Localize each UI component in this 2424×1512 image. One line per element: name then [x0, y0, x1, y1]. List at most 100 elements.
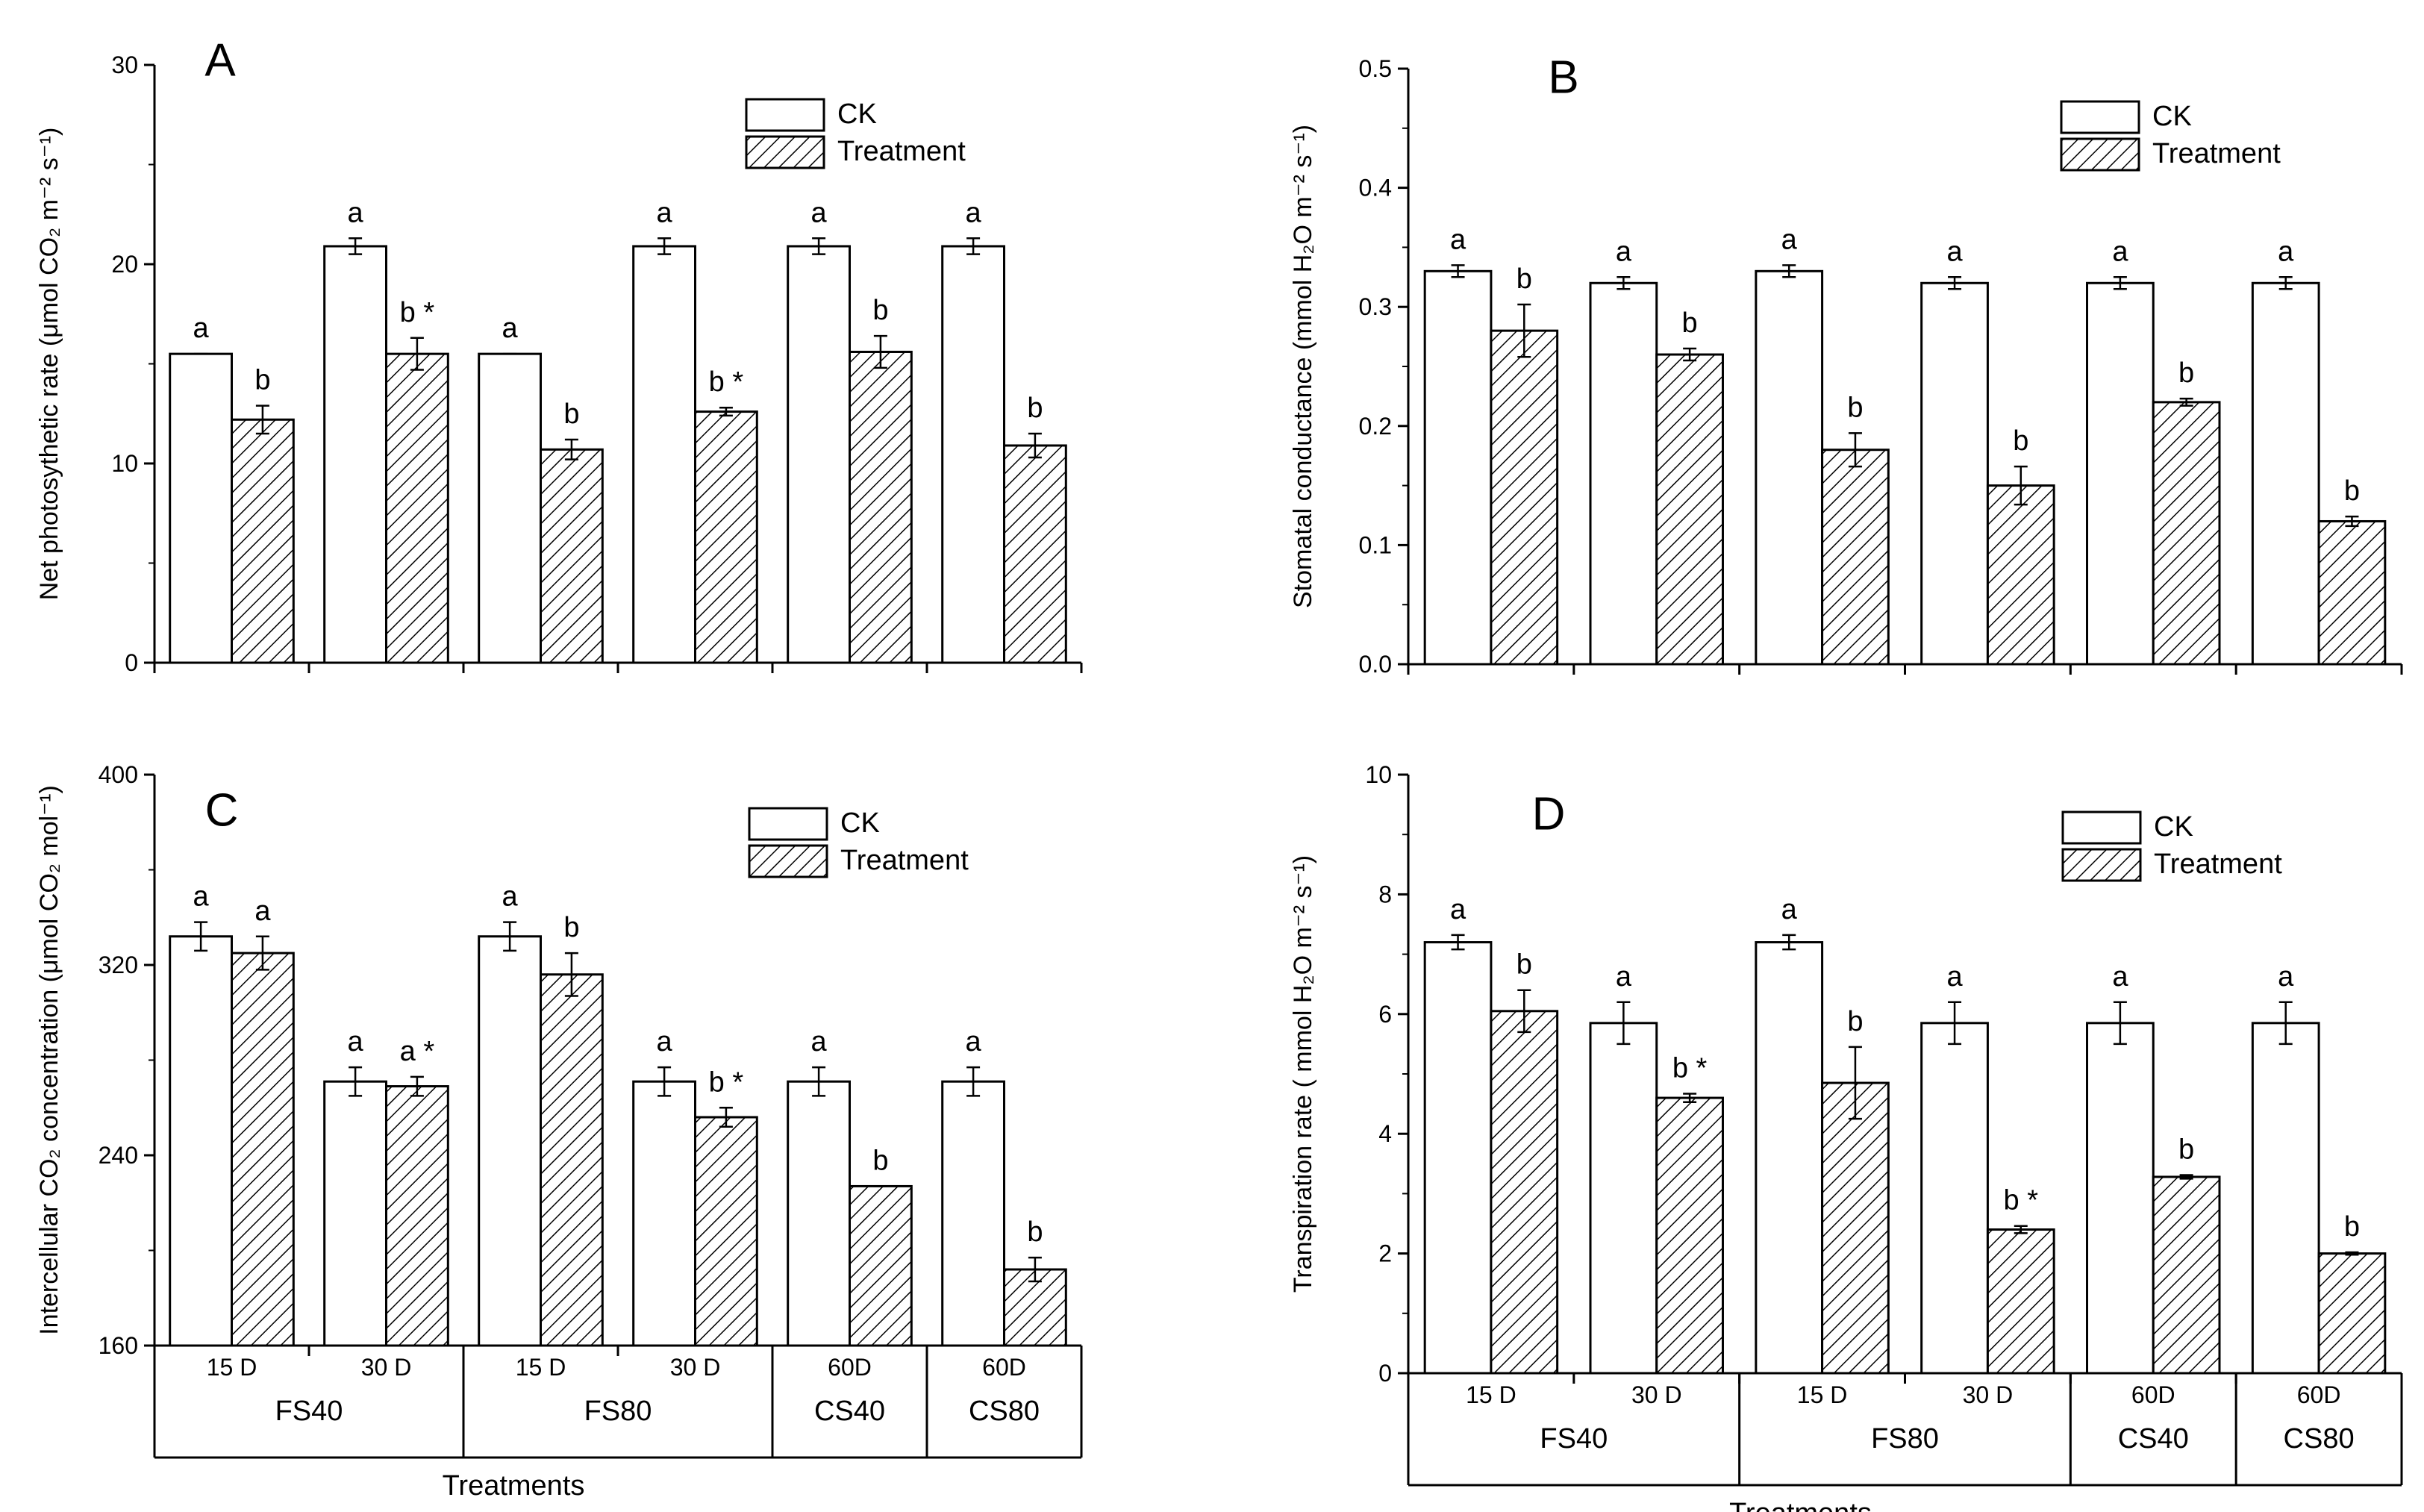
ck-bar [1755, 941, 1824, 1375]
panel-b: Ba a a a a a b b b b b b 0.0 0.1 0.2 0.3 0.4 0.5 Stomatal … [1289, 51, 2403, 678]
ck-bar [787, 1080, 851, 1347]
significance-label: b [872, 295, 888, 326]
treatment-table: 15 D 30 D 15 D 30 D 60D 60D FS40 FS80 CS40 CS80 Tr… [153, 1346, 1083, 1502]
significance-label: a [193, 313, 210, 344]
significance-label: a [1781, 894, 1798, 925]
treatment-bar [2317, 1252, 2387, 1375]
significance-label: b [1027, 393, 1043, 424]
significance-label: b [254, 365, 270, 396]
legend: CK Treatment [748, 807, 969, 878]
y-axis-label: Intercellular CO₂ concentration (μmol CO… [35, 785, 63, 1335]
ck-bar [478, 935, 543, 1347]
x-group-label: CS80 [2284, 1423, 2355, 1455]
significance-label: b [1847, 1006, 1863, 1037]
y-axis-label: Stomatal conductance (mmol H₂O m⁻² s⁻¹) [1289, 125, 1317, 608]
significance-label: b * [709, 366, 744, 398]
significance-label: a [1946, 961, 1963, 993]
ck-bar [478, 352, 543, 664]
x-sub-label: 30 D [1963, 1381, 2014, 1408]
ck-bar [323, 1080, 388, 1347]
y-tick-label: 6 [1378, 1001, 1392, 1028]
treatment-bar [1490, 1010, 1559, 1375]
significance-label: b [2178, 357, 2194, 389]
significance-label: b * [2004, 1185, 2039, 1216]
treatment-bar [1986, 1228, 2055, 1375]
significance-label: a [1946, 236, 1963, 267]
legend: CK Treatment [2061, 810, 2282, 882]
significance-label: b [2013, 425, 2028, 457]
significance-label: b [2344, 475, 2360, 507]
legend-ck-label: CK [837, 99, 877, 130]
ck-bar [941, 1080, 1005, 1347]
panel-d: Da a a a a a b b * b b * b b 0 2 4 6 8 10 Transpiration ra… [1289, 761, 2403, 1512]
significance-label: b [1847, 392, 1863, 423]
y-tick-label: 0.5 [1359, 55, 1392, 82]
x-axis-title: Treatments [443, 1470, 585, 1502]
x-sub-label: 30 D [361, 1354, 412, 1381]
significance-label: b * [709, 1066, 744, 1098]
treatment-bar [694, 410, 758, 664]
treatment-bar [385, 1085, 449, 1347]
legend-ck-swatch [2061, 810, 2142, 845]
legend: CK Treatment [2060, 100, 2281, 172]
legend-ck-swatch [2060, 100, 2140, 134]
y-tick-label: 160 [99, 1332, 138, 1359]
x-sub-label: 60D [828, 1354, 872, 1381]
legend-ck-swatch [745, 98, 825, 132]
y-tick-label: 20 [111, 251, 138, 278]
treatment-bar [2152, 1175, 2221, 1375]
significance-label: b [1516, 263, 1532, 295]
y-tick-label: 30 [111, 51, 138, 78]
treatment-bar [1655, 1096, 1724, 1375]
y-tick-label: 0.3 [1359, 293, 1392, 320]
treatment-bar [1821, 449, 1890, 666]
ck-bar [169, 352, 233, 664]
significance-label: a [348, 197, 364, 228]
legend-ck-label: CK [2152, 101, 2192, 132]
significance-label: a [811, 1026, 828, 1058]
significance-label: a [657, 197, 673, 228]
treatment-bar [849, 1184, 913, 1347]
significance-label: b [1516, 949, 1532, 981]
legend-treatment-swatch [2061, 848, 2142, 882]
legend-ck-label: CK [2154, 811, 2193, 843]
panel-letter-a: A [204, 34, 236, 86]
ck-bar [1755, 269, 1824, 666]
panel-letter-c: C [205, 784, 239, 836]
significance-label: b [2178, 1134, 2194, 1166]
x-sub-label: 15 D [1466, 1381, 1516, 1408]
legend-ck-label: CK [840, 807, 880, 839]
treatment-bar [849, 350, 913, 664]
significance-label: a [2278, 961, 2294, 993]
significance-label: a [1781, 224, 1798, 255]
ck-bar [2086, 1022, 2155, 1375]
significance-label: b [563, 912, 579, 943]
y-tick-label: 4 [1378, 1120, 1392, 1147]
y-tick-label: 0 [1378, 1360, 1392, 1387]
significance-label: a [2278, 236, 2294, 267]
y-tick-label: 0.2 [1359, 413, 1392, 440]
x-group-label: CS80 [969, 1396, 1040, 1427]
legend-treatment-label: Treatment [840, 845, 969, 876]
treatment-bar [540, 973, 604, 1347]
x-group-label: CS40 [814, 1396, 885, 1427]
treatment-bar [1986, 484, 2055, 666]
significance-label: a * [400, 1036, 435, 1067]
x-sub-label: 60D [2297, 1381, 2341, 1408]
significance-label: a [2112, 236, 2128, 267]
legend-treatment-swatch [2060, 137, 2140, 172]
y-tick-label: 8 [1378, 881, 1392, 907]
x-group-label: CS40 [2118, 1423, 2189, 1455]
significance-label: a [657, 1026, 673, 1058]
significance-label: a [1616, 961, 1632, 993]
y-axis-label: Net photosythetic rate (μmol CO₂ m⁻² s⁻¹… [35, 128, 63, 601]
significance-label: b [1027, 1216, 1043, 1248]
significance-label: a [502, 313, 519, 344]
ck-bar [323, 245, 388, 664]
y-tick-label: 240 [99, 1142, 138, 1169]
legend-treatment-label: Treatment [2154, 849, 2282, 880]
significance-label: a [966, 197, 982, 228]
legend: CK Treatment [745, 98, 966, 169]
ck-bar [1920, 1022, 1989, 1375]
